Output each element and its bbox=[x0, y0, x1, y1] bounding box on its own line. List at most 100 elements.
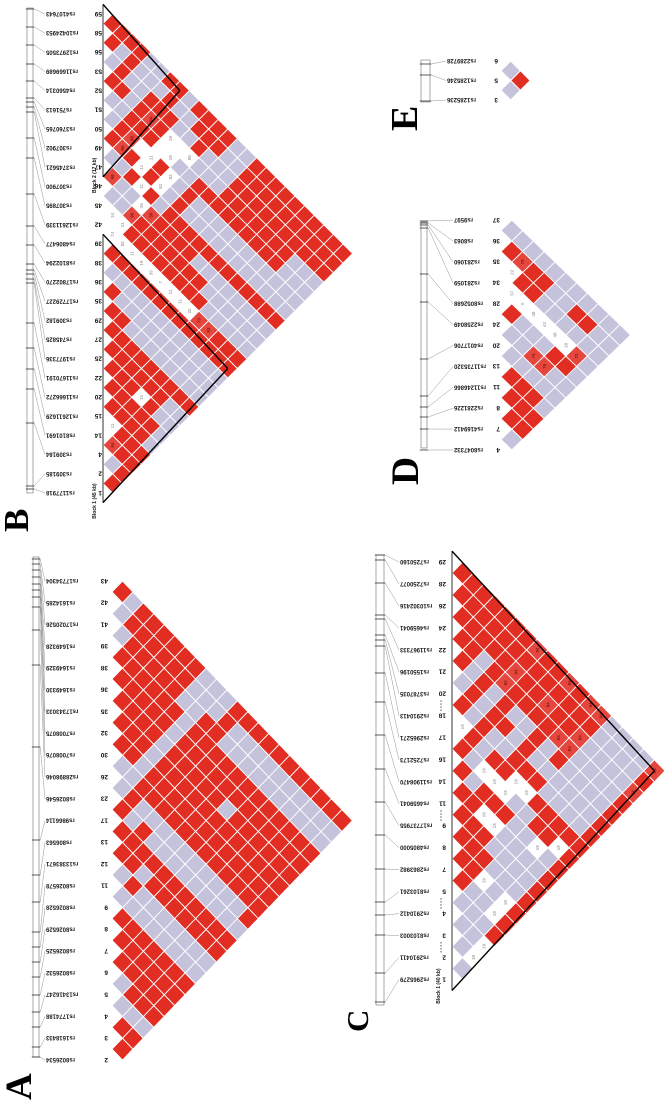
svg-text:C: C bbox=[340, 1010, 375, 1032]
svg-text:rs8047332: rs8047332 bbox=[453, 446, 483, 452]
svg-text:rs8052688: rs8052688 bbox=[453, 300, 483, 306]
svg-text:rs11967333: rs11967333 bbox=[399, 646, 432, 652]
svg-text:5: 5 bbox=[442, 887, 446, 894]
svg-text:rs7252173: rs7252173 bbox=[399, 756, 429, 762]
svg-text:28: 28 bbox=[492, 300, 500, 307]
svg-text:11: 11 bbox=[439, 800, 446, 807]
svg-text:84: 84 bbox=[599, 713, 604, 719]
svg-text:6: 6 bbox=[104, 969, 108, 976]
svg-text:9: 9 bbox=[104, 903, 108, 910]
svg-text:19: 19 bbox=[514, 779, 519, 785]
svg-text:3: 3 bbox=[104, 1034, 108, 1041]
svg-text:rs1618433: rs1618433 bbox=[45, 1034, 75, 1040]
svg-text:25: 25 bbox=[94, 355, 102, 362]
svg-text:rs8026529: rs8026529 bbox=[45, 925, 75, 931]
svg-text:5: 5 bbox=[104, 991, 108, 998]
svg-text:rs3760765: rs3760765 bbox=[45, 125, 75, 131]
svg-text:41: 41 bbox=[100, 620, 108, 627]
svg-text:39: 39 bbox=[100, 642, 108, 649]
svg-text:84: 84 bbox=[588, 702, 593, 708]
svg-text:2: 2 bbox=[104, 1056, 108, 1063]
svg-text:42: 42 bbox=[94, 221, 102, 228]
svg-text:rs8026528: rs8026528 bbox=[45, 904, 75, 910]
svg-text:Block 2 (17 kb): Block 2 (17 kb) bbox=[92, 157, 98, 193]
svg-text:rs309185: rs309185 bbox=[45, 470, 71, 476]
svg-text:2: 2 bbox=[98, 470, 102, 477]
svg-text:B: B bbox=[0, 509, 36, 532]
svg-text:19: 19 bbox=[535, 845, 540, 851]
svg-text:14: 14 bbox=[438, 778, 446, 785]
svg-text:rs12973505: rs12973505 bbox=[45, 48, 78, 54]
svg-text:38: 38 bbox=[100, 664, 108, 671]
svg-text:rs1550196: rs1550196 bbox=[399, 668, 429, 674]
svg-text:rs1977336: rs1977336 bbox=[45, 355, 75, 361]
svg-text:7: 7 bbox=[104, 947, 108, 954]
svg-text:rs2289728: rs2289728 bbox=[446, 57, 476, 63]
svg-text:19: 19 bbox=[460, 724, 465, 730]
svg-text:32: 32 bbox=[187, 308, 192, 314]
svg-text:rs17729227: rs17729227 bbox=[45, 297, 78, 303]
svg-text:32: 32 bbox=[100, 729, 108, 736]
svg-text:rs8026578: rs8026578 bbox=[45, 882, 75, 888]
svg-text:19: 19 bbox=[168, 155, 173, 161]
svg-text:35: 35 bbox=[100, 708, 108, 715]
svg-text:11: 11 bbox=[139, 184, 144, 189]
svg-text:13: 13 bbox=[100, 838, 108, 845]
svg-text:84: 84 bbox=[110, 442, 115, 448]
svg-text:rs4806477: rs4806477 bbox=[45, 240, 75, 246]
svg-text:rs11246866: rs11246866 bbox=[453, 383, 486, 389]
svg-text:rs12611629: rs12611629 bbox=[45, 412, 78, 418]
svg-text:11: 11 bbox=[129, 251, 134, 256]
svg-text:rs9866114: rs9866114 bbox=[45, 817, 74, 823]
svg-text:3: 3 bbox=[494, 96, 498, 103]
svg-text:rs2258049: rs2258049 bbox=[453, 321, 483, 327]
svg-text:rs10424953: rs10424953 bbox=[45, 29, 78, 35]
svg-text:88: 88 bbox=[187, 155, 192, 161]
svg-text:rs806563: rs806563 bbox=[45, 838, 71, 844]
svg-text:35: 35 bbox=[94, 297, 102, 304]
svg-text:75: 75 bbox=[531, 353, 536, 359]
svg-text:84: 84 bbox=[556, 735, 561, 741]
svg-text:rs13383671: rs13383671 bbox=[45, 860, 78, 866]
svg-text:94: 94 bbox=[535, 647, 540, 653]
svg-text:3: 3 bbox=[442, 931, 446, 938]
svg-text:rs309184: rs309184 bbox=[45, 451, 71, 457]
svg-text:70: 70 bbox=[574, 353, 579, 359]
svg-text:8: 8 bbox=[496, 404, 500, 411]
svg-text:rs11908470: rs11908470 bbox=[399, 778, 432, 784]
svg-text:82: 82 bbox=[168, 174, 173, 180]
svg-text:86: 86 bbox=[120, 145, 125, 151]
svg-text:82: 82 bbox=[120, 241, 125, 247]
svg-text:21: 21 bbox=[438, 668, 446, 675]
svg-text:rs13416247: rs13416247 bbox=[45, 991, 78, 997]
svg-text:16: 16 bbox=[438, 756, 446, 763]
svg-text:rs2863982: rs2863982 bbox=[399, 866, 429, 872]
svg-text:2: 2 bbox=[442, 953, 446, 960]
svg-text:rs8102294: rs8102294 bbox=[45, 259, 75, 265]
svg-text:28: 28 bbox=[438, 580, 446, 587]
svg-text:4: 4 bbox=[104, 1012, 108, 1019]
svg-text:74: 74 bbox=[110, 231, 115, 237]
svg-text:8: 8 bbox=[442, 844, 446, 851]
svg-text:19: 19 bbox=[168, 136, 173, 142]
svg-text:4: 4 bbox=[98, 451, 102, 458]
svg-text:rs11670191: rs11670191 bbox=[45, 374, 78, 380]
svg-text:29: 29 bbox=[438, 558, 446, 565]
svg-text:7: 7 bbox=[158, 280, 163, 283]
svg-text:11: 11 bbox=[149, 155, 154, 160]
svg-text:11: 11 bbox=[101, 882, 108, 889]
svg-text:rs1285236: rs1285236 bbox=[446, 96, 476, 102]
svg-text:rs8103003: rs8103003 bbox=[399, 932, 429, 938]
svg-text:rs4659041: rs4659041 bbox=[399, 800, 429, 806]
svg-text:rs4805000: rs4805000 bbox=[399, 844, 429, 850]
svg-text:15: 15 bbox=[94, 412, 102, 419]
svg-text:rs11735320: rs11735320 bbox=[453, 362, 486, 368]
svg-text:19: 19 bbox=[471, 955, 476, 961]
svg-text:8: 8 bbox=[104, 925, 108, 932]
svg-text:36: 36 bbox=[492, 237, 500, 244]
svg-text:48: 48 bbox=[553, 332, 558, 338]
svg-text:rs17737955: rs17737955 bbox=[399, 822, 432, 828]
svg-text:17: 17 bbox=[100, 816, 108, 823]
svg-text:rs4560314: rs4560314 bbox=[45, 87, 75, 93]
svg-text:47: 47 bbox=[94, 163, 102, 170]
